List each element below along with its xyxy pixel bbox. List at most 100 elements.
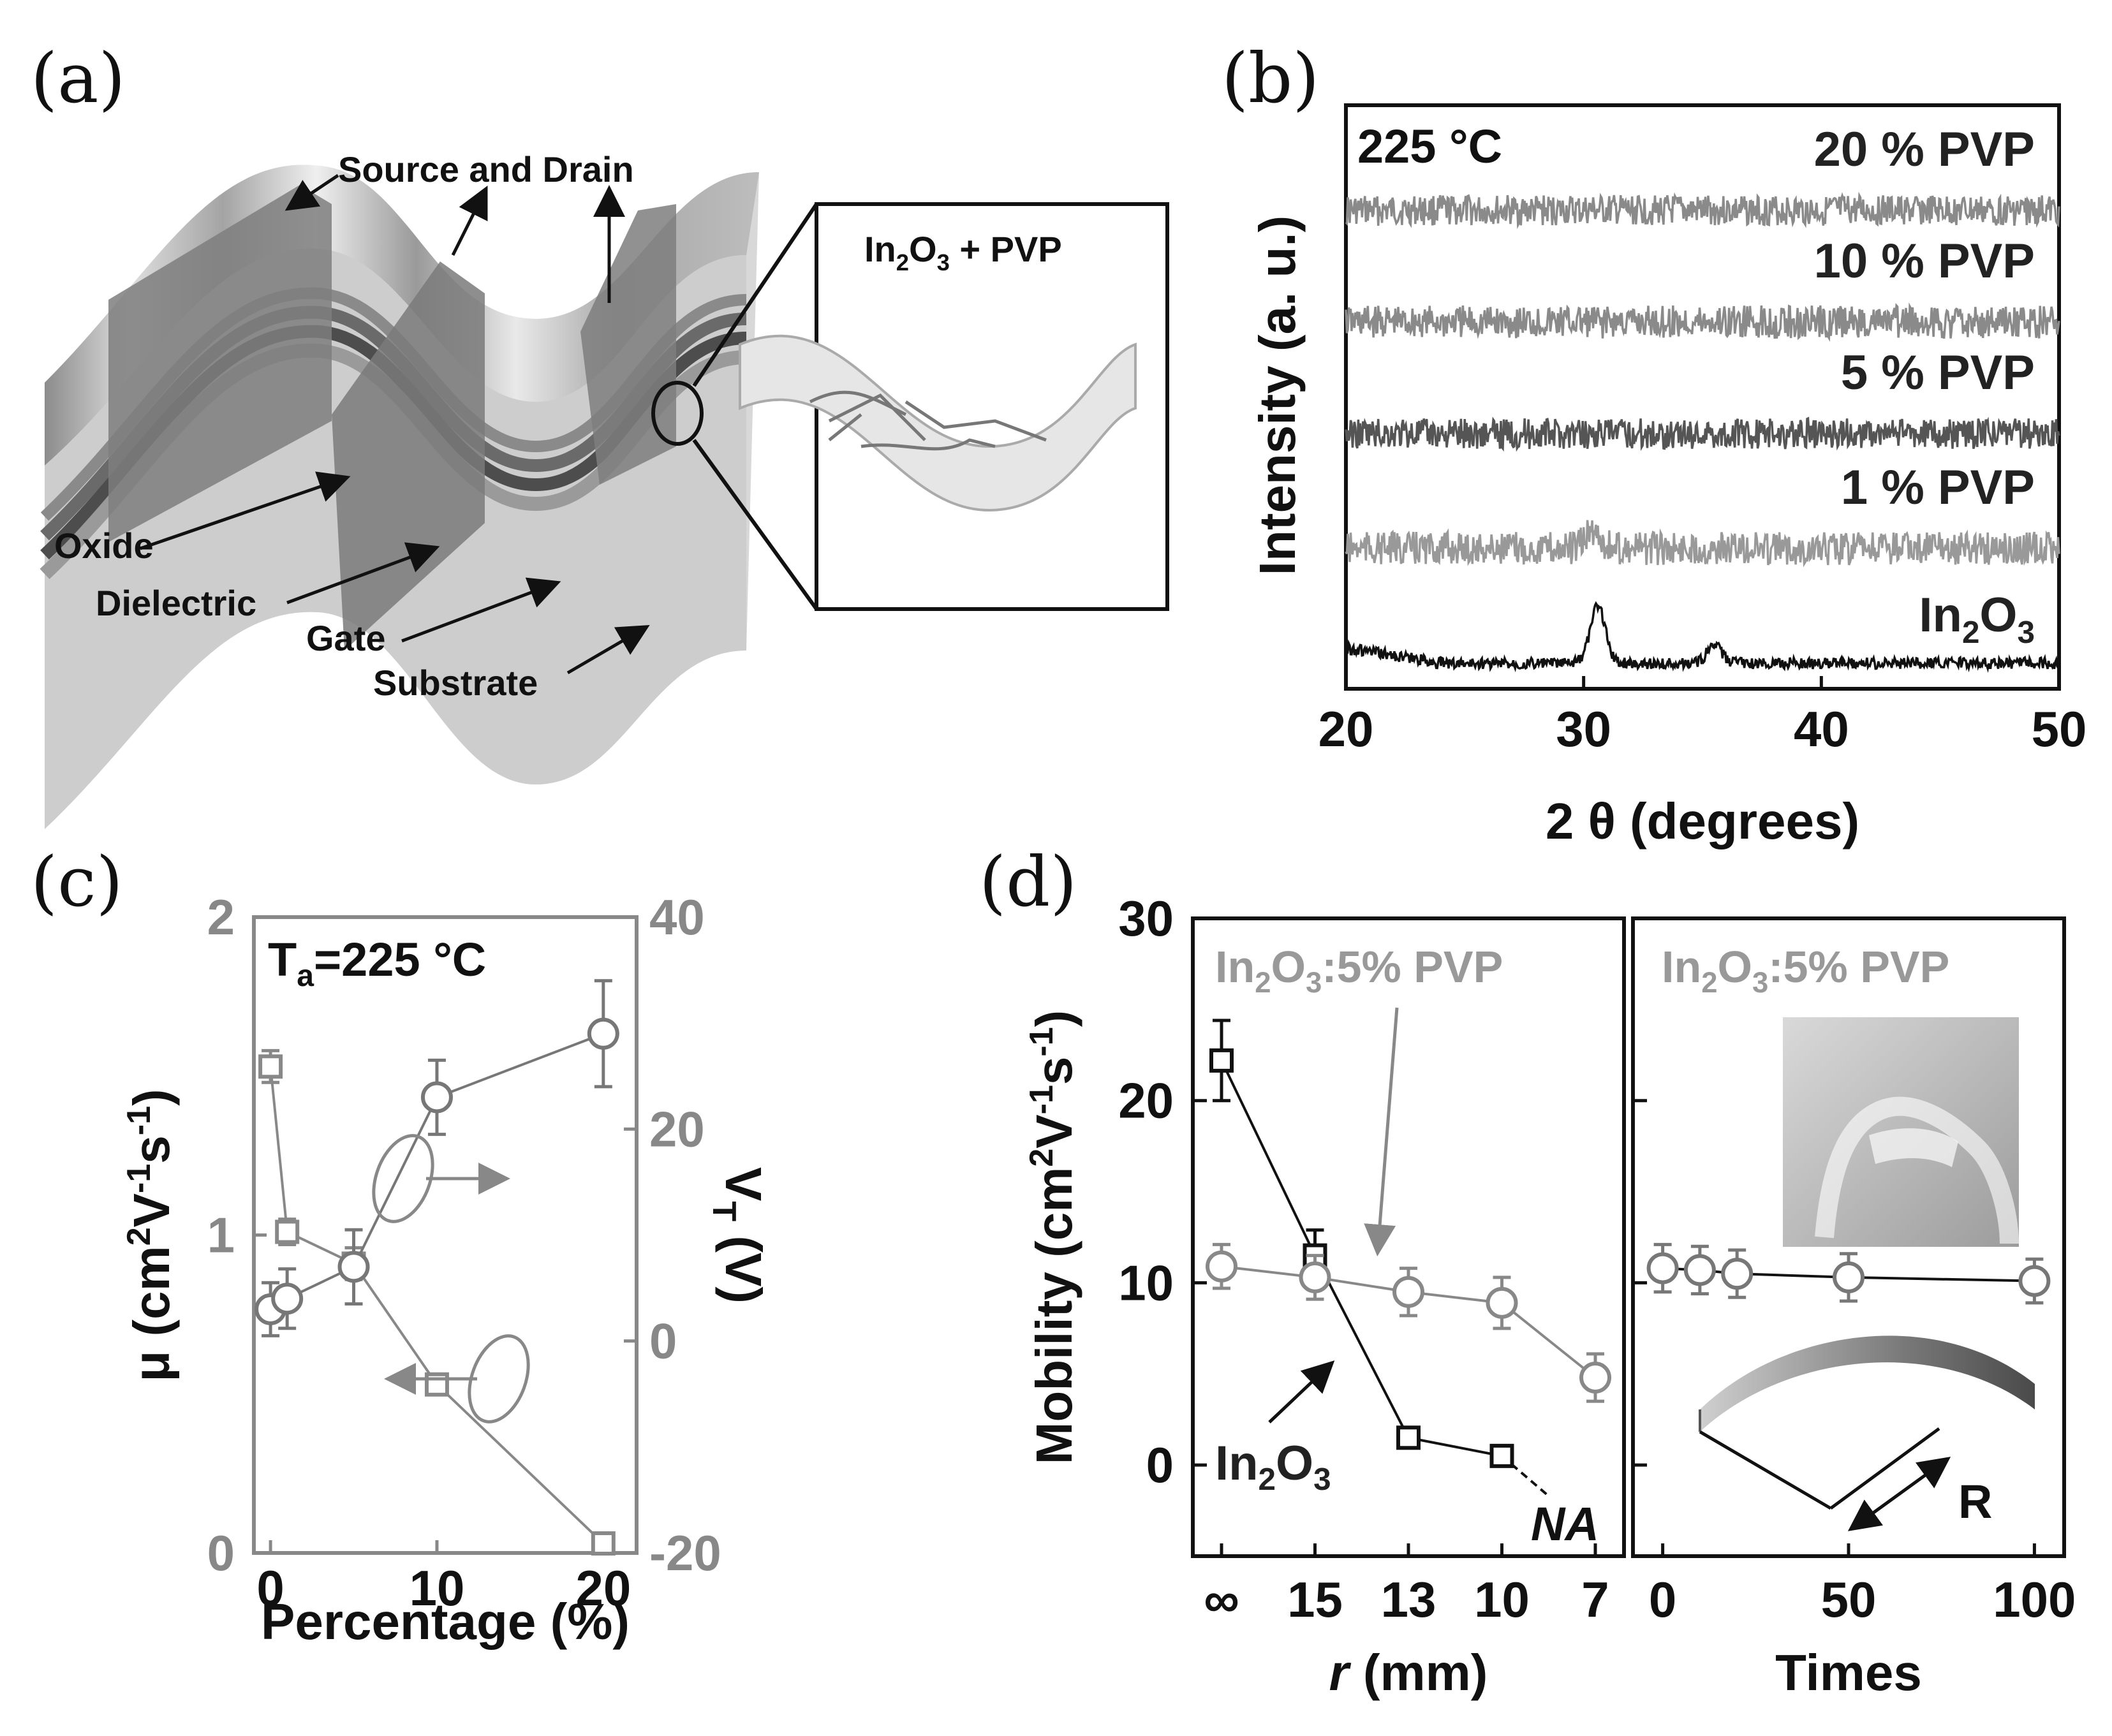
xrd-x-tick-label: 20 (1318, 701, 1374, 757)
d-left-series-line-0 (1220, 1059, 1502, 1457)
xrd-series-4: In2O3 (1345, 588, 2060, 673)
xrd-curve-0 (1345, 191, 2060, 230)
c-mobility-point (258, 1054, 283, 1079)
layer-labels: Source and Drain Oxide Dielectric Gate S… (54, 149, 650, 703)
c-vt-point (587, 1017, 619, 1050)
xrd-temperature-annotation: 225 °C (1357, 120, 1502, 173)
c-plot-frame (252, 915, 639, 1555)
d-in2o3-label: In2O3 (1215, 1436, 1331, 1497)
xrd-x-ticks: 20 30 40 50 (1318, 676, 2086, 757)
xrd-curve-4 (1345, 601, 2060, 673)
d-left-x-tick-label: 7 (1581, 1571, 1609, 1628)
source-drain-label: Source and Drain (338, 149, 634, 189)
d-left-point (1392, 1276, 1424, 1308)
d-right-point (1683, 1254, 1716, 1286)
c-x-axis-title: Percentage (%) (261, 1593, 630, 1650)
d-left-x-tick-label: 10 (1474, 1571, 1530, 1628)
d-right-x-tick-label: 50 (1821, 1571, 1877, 1628)
c-right-axis-title: VT (V) (705, 1167, 772, 1304)
xrd-series-1: 10 % PVP (1345, 234, 2060, 342)
d-y-tick-label: 0 (1146, 1437, 1174, 1493)
d-na-dashed-line (1501, 1455, 1547, 1496)
panel-label-d: (d) (979, 842, 1077, 922)
c-curve-indicators (372, 1134, 530, 1423)
d-left-x-tick-label: 15 (1287, 1571, 1343, 1628)
xrd-y-axis-title: Intensity (a. u.) (1249, 216, 1306, 576)
c-right-tick-label: -20 (649, 1525, 721, 1581)
xrd-curve-3 (1345, 520, 2060, 568)
c-right-tick-label: 40 (649, 889, 705, 945)
device-stack-illustration (40, 165, 759, 830)
xrd-plot-frame (1344, 103, 2061, 691)
d-right-point (1721, 1258, 1754, 1290)
c-left-axis-title: μ (cm2V-1s-1) (121, 1089, 180, 1381)
c-mobility-point (591, 1531, 616, 1556)
xrd-series-label: 1 % PVP (1841, 460, 2035, 515)
d-left-point (1486, 1286, 1518, 1319)
c-mobility-line (269, 1066, 605, 1545)
d-left-point (1299, 1261, 1331, 1293)
d-left-x-tick-label: ∞ (1204, 1571, 1239, 1628)
c-right-tick-label: 0 (649, 1313, 677, 1369)
panel-c: (c) 0 10 20 0 1 2 -20 0 20 40 Ta=225 °C Percentag… (31, 842, 772, 1650)
c-data (255, 979, 619, 1556)
d-right-x-tick-label: 0 (1649, 1571, 1676, 1628)
d-data (1206, 1019, 2051, 1496)
xrd-series-2: 5 % PVP (1345, 346, 2060, 452)
d-right-point (2018, 1265, 2051, 1297)
panel-label-a: (a) (31, 39, 126, 119)
panel-label-b: (b) (1222, 39, 1319, 119)
inset-callout: In2O3 + PVP (651, 202, 1169, 611)
d-y-tick-label: 30 (1118, 890, 1174, 946)
xrd-x-tick-label: 30 (1556, 701, 1611, 757)
xrd-x-tick-label: 40 (1794, 701, 1849, 757)
dielectric-label: Dielectric (96, 583, 256, 623)
d-left-point (1396, 1425, 1421, 1450)
d-left-x-tick-label: 13 (1381, 1571, 1436, 1628)
bend-arc-illustration (1700, 1335, 2035, 1432)
gate-label: Gate (306, 618, 386, 658)
xrd-series-label: In2O3 (1919, 588, 2035, 650)
d-left-x-axis-title: r (mm) (1329, 1644, 1488, 1701)
c-vt-point (271, 1283, 304, 1315)
xrd-series-0: 20 % PVP (1345, 122, 2060, 230)
d-left-point (1489, 1443, 1514, 1468)
panel-label-c: (c) (31, 842, 123, 922)
d-left-point (1579, 1362, 1611, 1394)
xrd-curve-2 (1345, 416, 2060, 452)
c-x-tick-label: 20 (575, 1560, 631, 1616)
d-right-composite-label: In2O3:5% PVP (1662, 942, 1949, 999)
c-anneal-annotation: Ta=225 °C (268, 933, 486, 993)
xrd-series-label: 20 % PVP (1814, 122, 2035, 177)
c-vt-point (420, 1081, 453, 1114)
xrd-curves: 20 % PVP 10 % PVP 5 % PVP 1 % PVP In2O3 (1345, 122, 2060, 673)
c-right-tick-label: 20 (649, 1101, 705, 1157)
d-inset-illustrations: R (1699, 1017, 2035, 1531)
c-x-tick-label: 0 (256, 1560, 284, 1616)
inset-title: In2O3 + PVP (864, 229, 1062, 276)
na-label: NA (1531, 1497, 1599, 1550)
c-x-tick-label: 10 (410, 1560, 465, 1616)
c-left-tick-label: 1 (207, 1207, 235, 1263)
d-left-point (1209, 1048, 1234, 1073)
c-vt-point (337, 1251, 370, 1283)
panel-a: (a) In2O3 + PVP Source and Drain (31, 39, 1169, 830)
substrate-label: Substrate (373, 663, 538, 703)
c-axes: 0 10 20 0 1 2 -20 0 20 40 (207, 889, 721, 1616)
d-y-tick-label: 10 (1118, 1254, 1174, 1311)
xrd-curve-1 (1345, 302, 2060, 342)
xrd-series-3: 1 % PVP (1345, 460, 2060, 568)
radius-label: R (1958, 1475, 1992, 1528)
c-left-tick-label: 2 (207, 889, 235, 945)
xrd-series-label: 5 % PVP (1841, 346, 2035, 400)
d-right-x-axis-title: Times (1775, 1644, 1922, 1701)
d-left-composite-label: In2O3:5% PVP (1215, 942, 1503, 999)
xrd-series-label: 10 % PVP (1814, 234, 2035, 288)
c-mobility-point (275, 1219, 300, 1244)
d-y-axis-title: Mobility (cm2V-1s-1) (1023, 1010, 1082, 1465)
d-right-x-tick-label: 100 (1993, 1571, 2076, 1628)
